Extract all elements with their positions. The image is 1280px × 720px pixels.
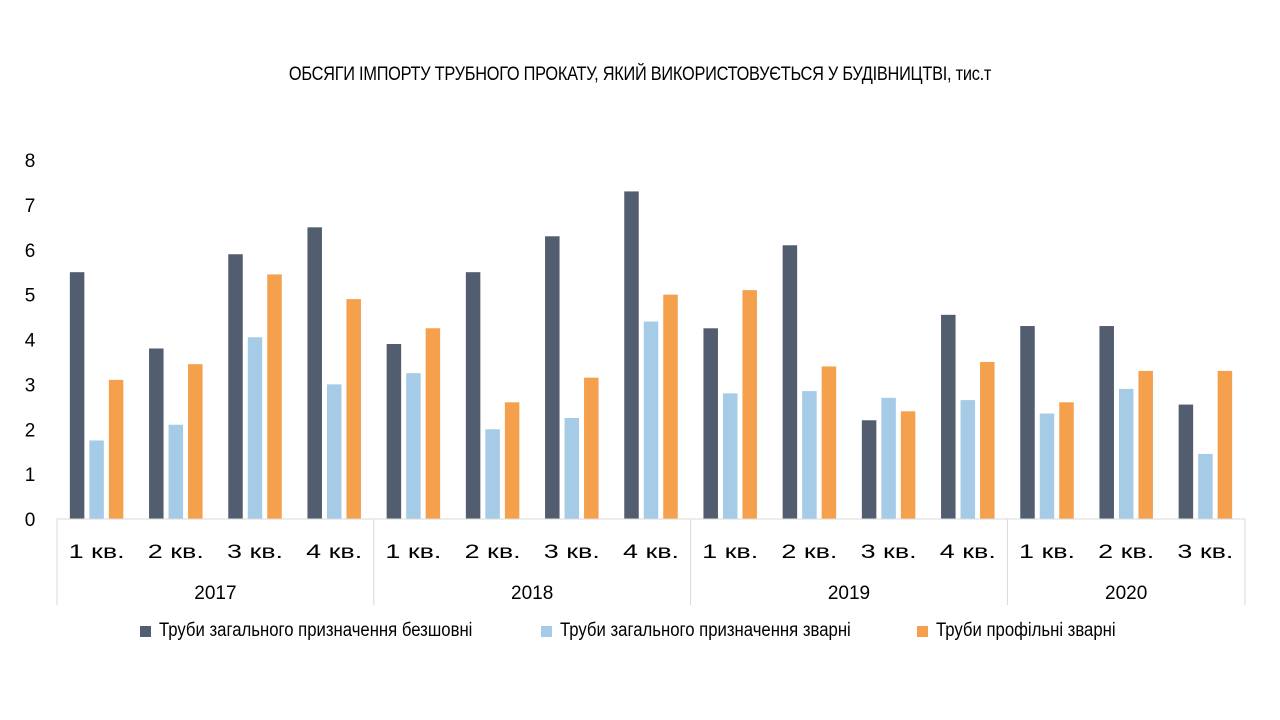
bar xyxy=(742,290,757,519)
x-tick-label: 3 кв. xyxy=(544,542,600,563)
bar xyxy=(980,361,995,519)
bar xyxy=(1020,326,1035,519)
legend-item-1: Труби загального призначення зварні xyxy=(541,620,890,642)
chart-legend: Труби загального призначення безшовні Тр… xyxy=(0,620,1280,642)
bar xyxy=(108,379,124,519)
y-tick-label: 4 xyxy=(25,331,36,352)
x-group-label: 2018 xyxy=(511,583,553,604)
bar xyxy=(1118,388,1134,519)
bar xyxy=(861,420,877,519)
legend-swatch-1 xyxy=(541,625,553,637)
bar xyxy=(703,328,718,519)
bar xyxy=(465,272,481,519)
bar xyxy=(941,314,956,519)
bar xyxy=(326,384,342,519)
bar xyxy=(307,227,322,519)
x-tick-label: 1 кв. xyxy=(702,542,758,563)
y-tick-label: 5 xyxy=(25,286,36,307)
bar xyxy=(624,191,639,519)
y-tick-label: 2 xyxy=(25,420,36,441)
y-tick-label: 8 xyxy=(25,151,36,172)
bar xyxy=(149,348,164,519)
bar xyxy=(425,328,441,519)
x-tick-label: 2 кв. xyxy=(1098,542,1154,563)
x-group-label: 2020 xyxy=(1105,583,1147,604)
x-tick-label: 3 кв. xyxy=(861,542,917,563)
bar xyxy=(1059,402,1074,519)
legend-label-0: Труби загального призначення безшовні xyxy=(159,620,473,641)
bar xyxy=(1178,404,1194,519)
bar xyxy=(802,391,817,519)
bar xyxy=(584,377,599,519)
bar xyxy=(406,373,421,519)
bar xyxy=(1198,453,1213,519)
bar xyxy=(900,411,916,519)
bar xyxy=(1138,370,1153,519)
bar xyxy=(1039,413,1055,519)
y-tick-label: 3 xyxy=(25,375,36,396)
bar xyxy=(386,343,402,519)
bar xyxy=(504,402,520,519)
y-tick-label: 7 xyxy=(25,196,36,217)
x-tick-label: 2 кв. xyxy=(465,542,521,563)
x-tick-label: 1 кв. xyxy=(385,542,441,563)
y-tick-label: 0 xyxy=(25,510,36,531)
legend-swatch-0 xyxy=(140,625,152,637)
bar xyxy=(346,299,361,519)
x-tick-label: 2 кв. xyxy=(148,542,204,563)
bar xyxy=(643,321,659,519)
bar xyxy=(1217,370,1233,519)
bar xyxy=(545,236,560,519)
x-tick-label: 3 кв. xyxy=(227,542,283,563)
bar xyxy=(782,245,798,519)
bar xyxy=(485,429,500,519)
x-tick-label: 1 кв. xyxy=(1019,542,1075,563)
bar xyxy=(168,424,184,519)
bar xyxy=(1099,326,1114,519)
x-tick-label: 4 кв. xyxy=(623,542,679,563)
x-group-label: 2019 xyxy=(828,583,870,604)
legend-label-1: Труби загального призначення зварні xyxy=(560,620,852,641)
x-tick-label: 3 кв. xyxy=(1177,542,1233,563)
bar xyxy=(188,364,203,519)
bar xyxy=(228,254,243,520)
bar xyxy=(722,393,738,519)
chart-title: ОБСЯГИ ІМПОРТУ ТРУБНОГО ПРОКАТУ, ЯКИЙ ВИ… xyxy=(288,64,992,85)
x-group-label: 2017 xyxy=(194,583,236,604)
x-tick-label: 2 кв. xyxy=(781,542,837,563)
bar xyxy=(267,274,282,519)
x-tick-label: 4 кв. xyxy=(306,542,362,563)
bar xyxy=(881,397,896,519)
bar xyxy=(821,366,837,519)
bar xyxy=(247,337,263,519)
legend-label-2: Труби профільні зварні xyxy=(935,620,1116,641)
bar xyxy=(89,440,104,519)
legend-swatch-2 xyxy=(916,625,928,637)
legend-item-0: Труби загального призначення безшовні xyxy=(140,620,515,642)
bar xyxy=(69,272,85,519)
y-tick-label: 6 xyxy=(25,241,36,262)
x-tick-label: 1 кв. xyxy=(69,542,125,563)
bar xyxy=(960,400,976,519)
y-tick-label: 1 xyxy=(25,465,36,486)
bar xyxy=(564,418,580,519)
legend-item-2: Труби профільні зварні xyxy=(916,620,1140,642)
x-tick-label: 4 кв. xyxy=(940,542,996,563)
bar xyxy=(663,294,678,519)
